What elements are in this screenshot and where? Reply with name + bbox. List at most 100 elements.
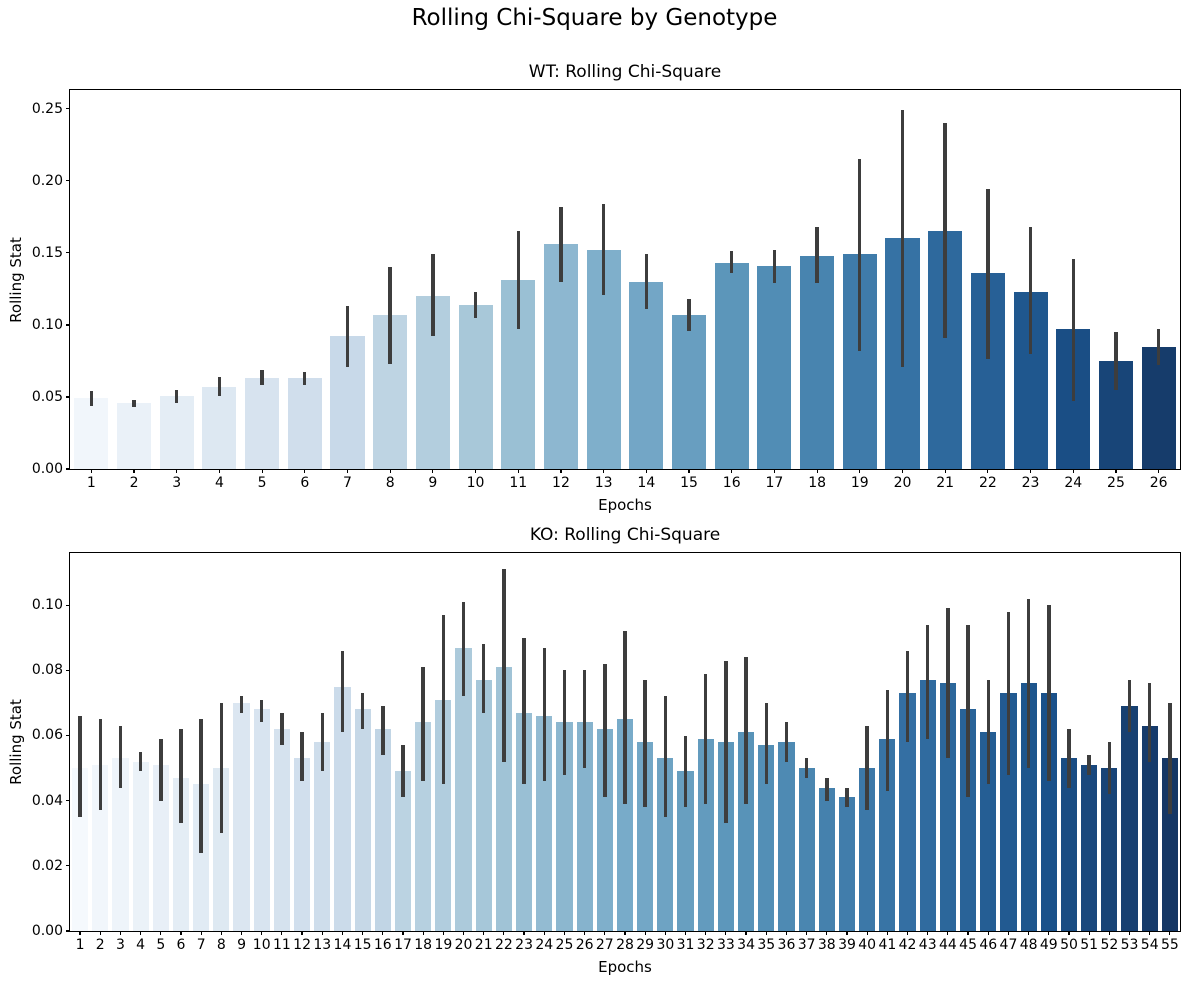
x-tick-label: 2 — [95, 937, 105, 953]
error-bar — [219, 702, 224, 834]
x-tick-label: 29 — [636, 937, 655, 953]
error-bar — [502, 569, 506, 762]
bar — [1081, 764, 1098, 931]
error-bar — [724, 660, 728, 824]
x-tick-mark — [560, 469, 562, 473]
bar — [1161, 758, 1178, 931]
x-tick-label: 55 — [1160, 937, 1179, 953]
ko-subplot-title: KO: Rolling Chi-Square — [529, 525, 721, 545]
x-tick-mark — [773, 469, 775, 473]
x-tick-label: 15 — [680, 475, 698, 491]
error-bar — [1168, 702, 1172, 814]
error-bar — [644, 254, 649, 310]
x-tick-mark — [624, 931, 626, 935]
x-tick-mark — [483, 931, 485, 935]
x-tick-label: 25 — [555, 937, 574, 953]
y-tick-label: 0.06 — [31, 727, 63, 744]
x-tick-label: 39 — [838, 937, 856, 953]
x-tick-mark — [664, 931, 666, 935]
bar — [596, 728, 613, 931]
y-tick-mark — [66, 669, 70, 671]
error-bar — [764, 702, 768, 785]
error-bar — [905, 650, 910, 742]
error-bar — [461, 601, 466, 697]
bar — [556, 722, 573, 931]
bar — [458, 304, 493, 469]
x-tick-label: 5 — [257, 475, 267, 491]
x-tick-mark — [301, 931, 303, 935]
bar — [132, 761, 149, 931]
bar — [193, 784, 210, 931]
x-tick-mark — [422, 931, 424, 935]
x-tick-mark — [218, 469, 220, 473]
x-tick-label: 13 — [313, 937, 332, 953]
x-tick-mark — [304, 469, 306, 473]
error-bar — [623, 631, 627, 804]
error-bar — [1067, 728, 1071, 788]
x-tick-label: 9 — [237, 937, 246, 953]
bar — [495, 667, 512, 931]
bar — [253, 709, 270, 931]
y-tick-label: 0.25 — [31, 100, 63, 117]
x-tick-mark — [1007, 931, 1010, 935]
error-bar — [78, 715, 82, 817]
x-tick-label: 11 — [509, 475, 528, 491]
x-tick-mark — [826, 931, 828, 935]
x-tick-label: 27 — [595, 937, 614, 953]
x-tick-mark — [389, 469, 391, 473]
x-tick-mark — [321, 931, 323, 935]
x-tick-mark — [927, 931, 929, 935]
y-tick-label: 0.08 — [31, 662, 63, 679]
bar — [818, 787, 835, 931]
x-tick-label: 2 — [129, 475, 139, 491]
x-tick-label: 4 — [136, 937, 146, 953]
x-tick-label: 22 — [978, 475, 997, 491]
error-bar — [1148, 683, 1152, 762]
x-tick-mark — [281, 931, 283, 935]
bar — [697, 738, 714, 931]
y-tick-label: 0.00 — [31, 461, 63, 477]
x-tick-mark — [176, 469, 178, 473]
error-bar — [1028, 226, 1033, 354]
bar — [637, 742, 654, 931]
bar — [919, 680, 936, 931]
error-bar — [217, 376, 222, 396]
x-tick-mark — [402, 931, 404, 935]
x-tick-mark — [160, 931, 162, 935]
x-tick-label: 53 — [1120, 937, 1139, 953]
x-tick-label: 47 — [999, 937, 1018, 953]
error-bar — [943, 123, 947, 338]
x-tick-mark — [90, 469, 92, 473]
error-bar — [516, 231, 520, 330]
bar — [1000, 693, 1017, 931]
bar — [657, 758, 674, 931]
x-tick-label: 6 — [300, 475, 310, 491]
x-tick-label: 13 — [594, 475, 613, 491]
x-tick-label: 37 — [797, 937, 816, 953]
bar — [899, 693, 916, 931]
x-tick-mark — [341, 931, 344, 935]
x-tick-label: 23 — [1021, 475, 1040, 491]
bar — [159, 395, 194, 469]
x-tick-mark — [987, 931, 989, 935]
error-bar — [98, 719, 102, 811]
error-bar — [441, 614, 446, 785]
bar — [800, 255, 835, 469]
x-tick-label: 31 — [676, 937, 695, 953]
bar — [939, 683, 956, 931]
x-tick-label: 21 — [474, 937, 493, 953]
bar — [758, 745, 775, 931]
x-tick-label: 17 — [394, 937, 412, 953]
bar — [415, 722, 432, 931]
x-tick-mark — [967, 931, 969, 935]
error-bar — [300, 732, 304, 782]
error-bar — [825, 777, 829, 801]
y-tick-label: 0.05 — [31, 388, 63, 405]
bar — [172, 777, 190, 931]
bar — [516, 712, 533, 931]
x-tick-label: 10 — [252, 937, 271, 953]
x-tick-mark — [645, 469, 647, 473]
bar — [394, 771, 412, 931]
error-bar — [772, 249, 777, 284]
